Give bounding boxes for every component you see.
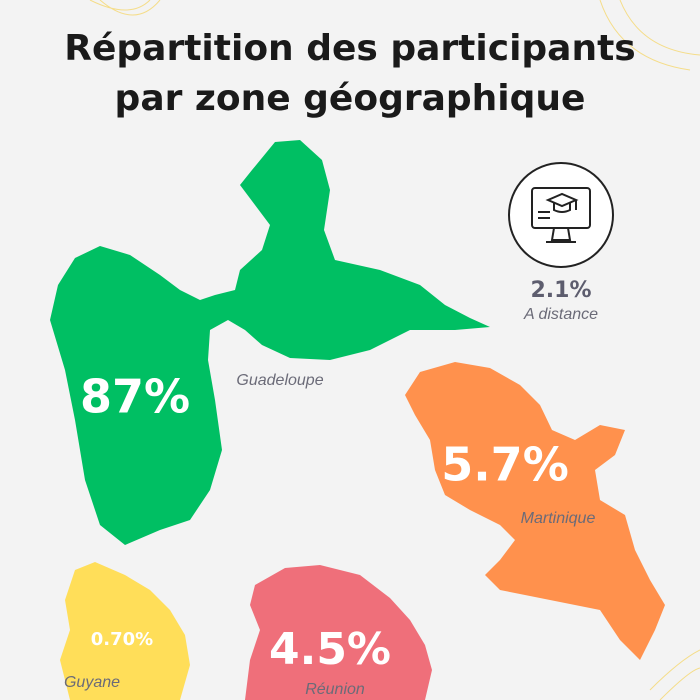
decoration [89, 0, 700, 700]
text-lines [538, 211, 550, 219]
chart-title: Répartition des participants par zone gé… [64, 28, 636, 119]
region-name: A distance [523, 306, 598, 323]
monitor [531, 187, 591, 229]
region-name: Guyane [64, 674, 120, 691]
monitor-stand [546, 227, 576, 243]
region-name: Guadeloupe [236, 372, 323, 389]
value-label: 0.70% [91, 629, 153, 650]
region-name: Martinique [521, 510, 596, 527]
remote-icon-circle [508, 162, 614, 268]
remote-icon [531, 187, 591, 243]
grad-cap [545, 192, 579, 213]
value-label: 87% [80, 370, 190, 424]
region-shape [60, 562, 190, 700]
region-name: Réunion [305, 681, 365, 698]
value-label: 4.5% [269, 624, 391, 675]
region-shape [405, 362, 665, 660]
value-label: 5.7% [441, 438, 569, 492]
value-label: 2.1% [530, 278, 591, 303]
region-shape [245, 565, 432, 700]
region-shape [50, 140, 490, 545]
